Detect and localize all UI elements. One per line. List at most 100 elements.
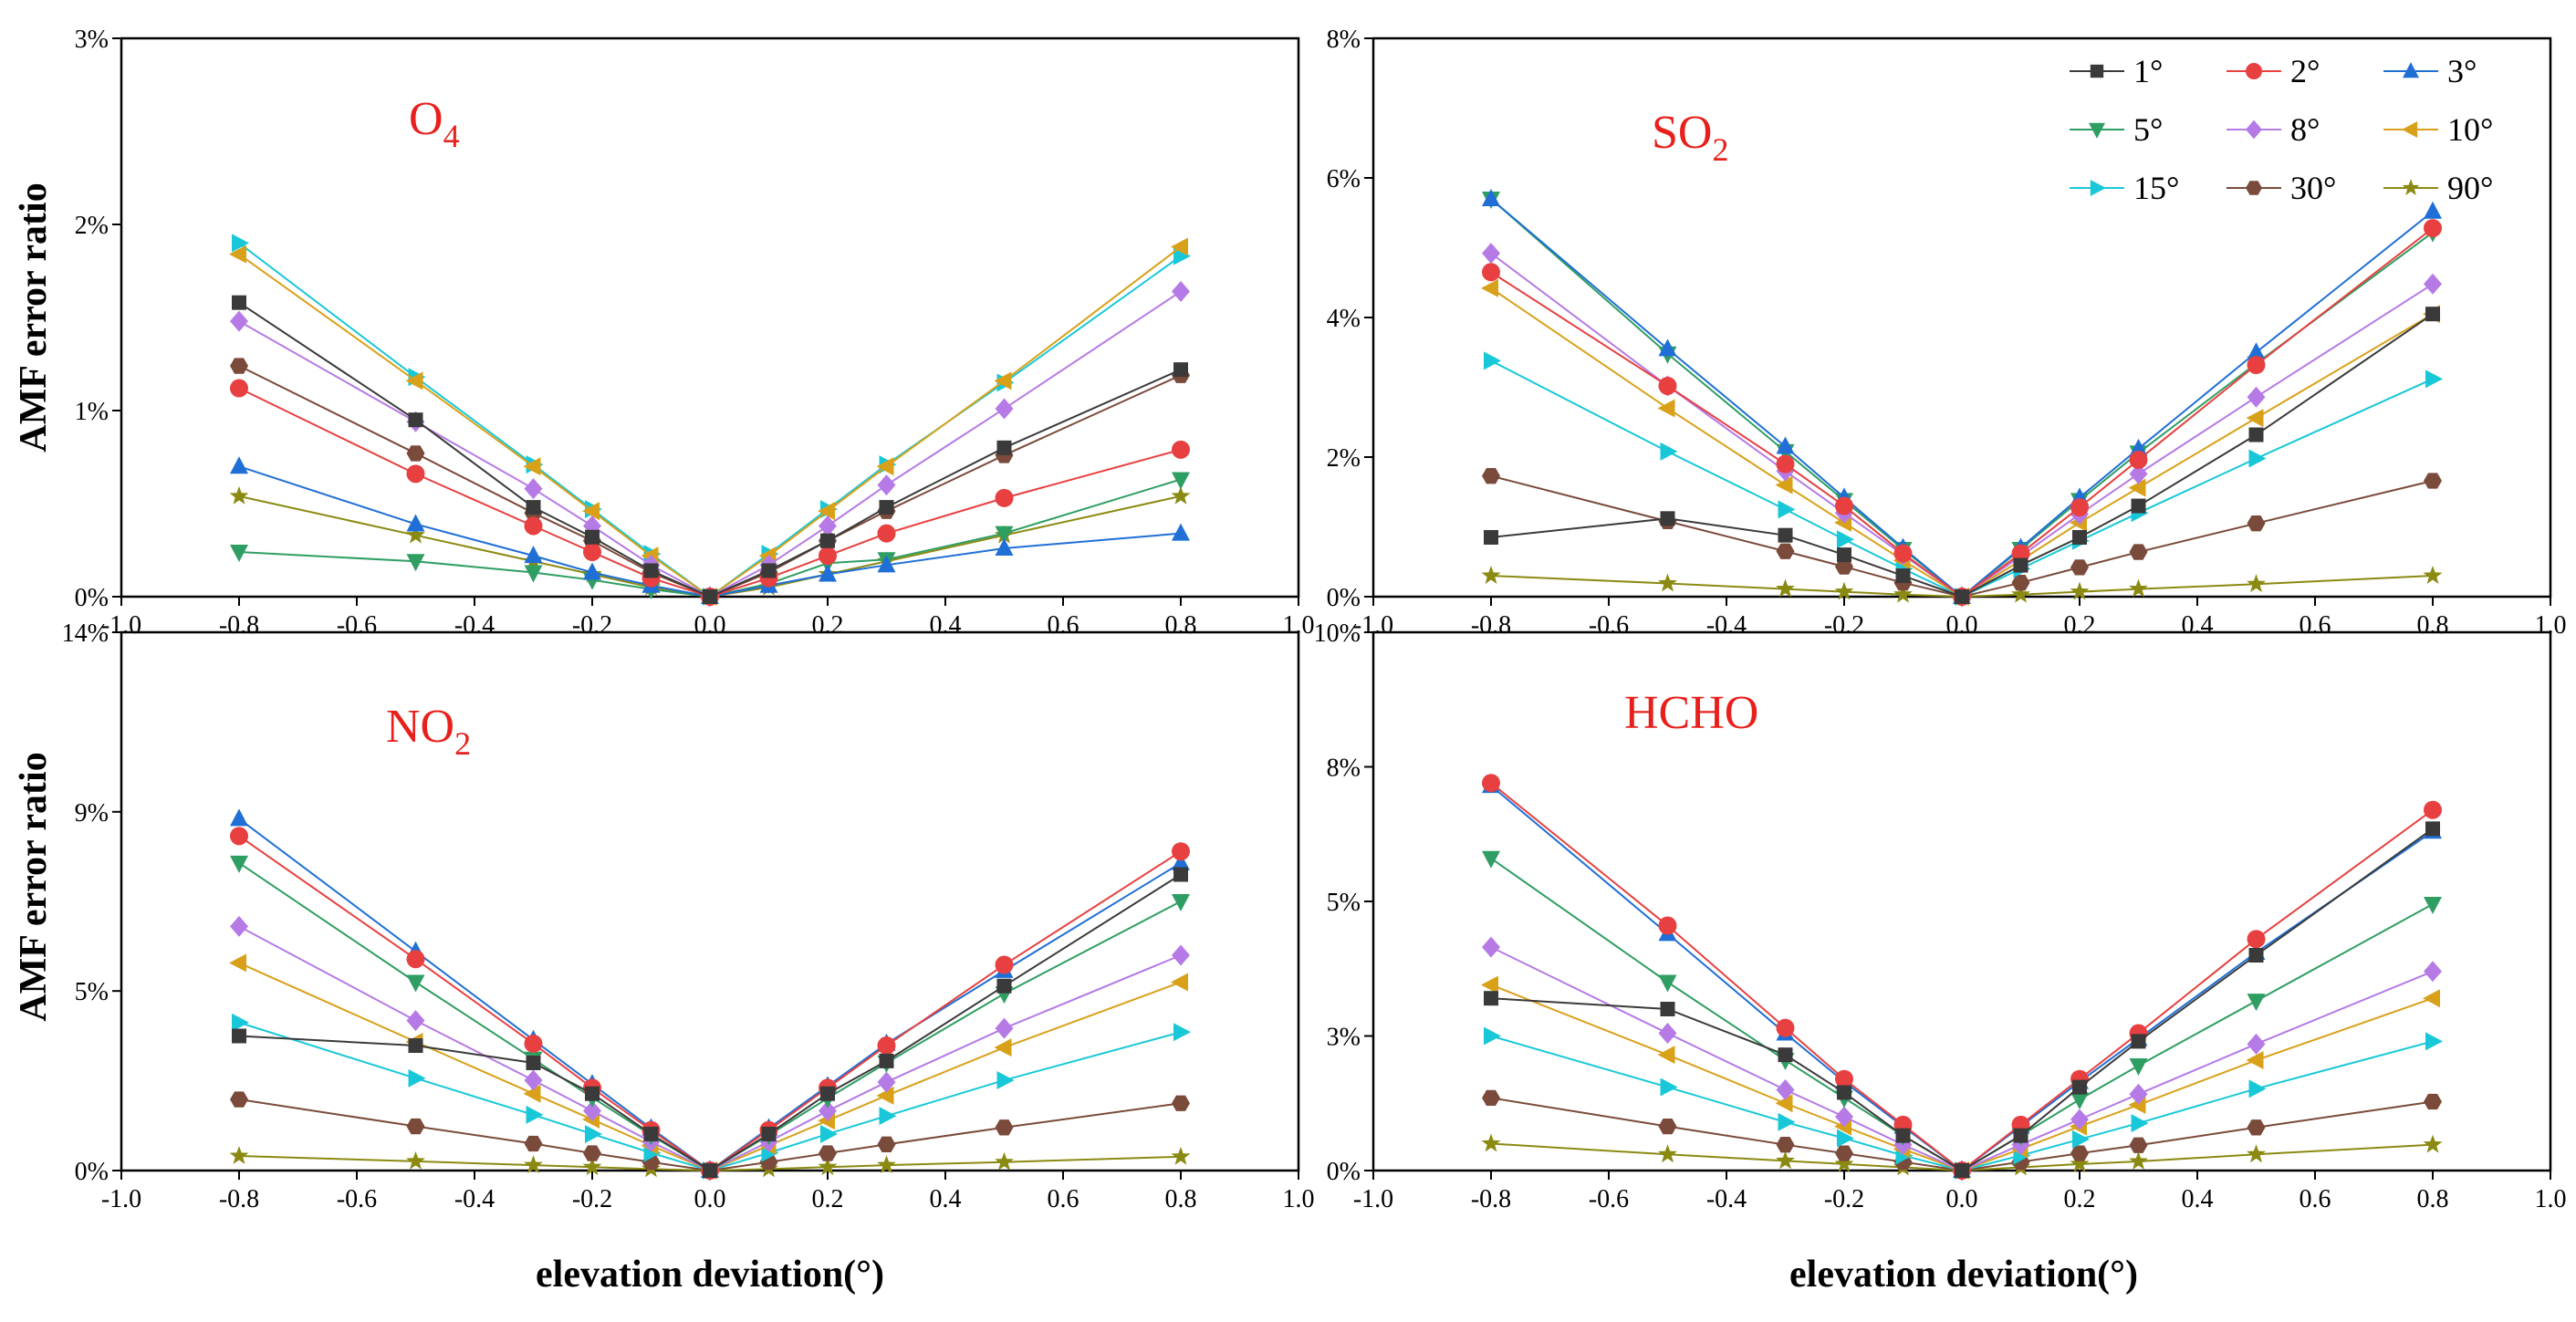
legend-swatch-marker: [2246, 181, 2262, 195]
data-point: [585, 529, 600, 545]
x-tick-label-no2: -0.4: [454, 1185, 495, 1213]
data-point: [1172, 472, 1190, 490]
data-point: [524, 565, 543, 583]
data-point: [995, 1119, 1014, 1136]
series-no2: [232, 867, 1188, 1178]
x-tick-label-no2: 1.0: [1283, 1185, 1315, 1213]
data-point: [1482, 243, 1500, 265]
data-point: [994, 371, 1012, 390]
data-point: [1893, 584, 1913, 603]
series-line: [1490, 252, 2434, 599]
series-line: [238, 290, 1182, 599]
x-tick-label-so2: 0.6: [2300, 611, 2331, 640]
x-axis-title-right: elevation deviation(°): [1789, 1254, 2138, 1296]
data-point: [524, 546, 543, 564]
series-line: [238, 245, 1182, 599]
data-point: [995, 488, 1014, 507]
data-point: [1775, 475, 1793, 494]
legend-label: 30°: [2290, 170, 2336, 206]
series-line: [238, 242, 1182, 599]
data-point: [2129, 463, 2148, 484]
data-point: [1481, 975, 1498, 994]
data-point: [820, 1124, 838, 1143]
data-point: [2424, 896, 2442, 914]
data-point: [1173, 867, 1188, 882]
data-point: [408, 412, 423, 428]
data-point: [583, 562, 601, 580]
x-tick-label-hcho: -0.2: [1824, 1185, 1864, 1213]
x-tick-label-hcho: -0.4: [1706, 1185, 1747, 1213]
data-point: [230, 1091, 248, 1108]
data-point: [819, 564, 837, 582]
data-point: [1895, 1128, 1911, 1143]
series-hcho: [1482, 776, 2442, 1178]
data-point: [820, 1086, 835, 1101]
data-point: [1776, 1079, 1795, 1100]
x-tick-label-hcho: 0.8: [2417, 1185, 2449, 1213]
data-point: [1657, 1046, 1675, 1065]
data-point: [1172, 894, 1190, 911]
series-no2: [229, 953, 1188, 1180]
series-line: [238, 387, 1182, 599]
data-point: [2248, 427, 2264, 442]
data-point: [2129, 438, 2148, 456]
series-hcho: [1484, 821, 2440, 1178]
data-point: [1837, 1129, 1854, 1148]
data-point: [995, 955, 1014, 974]
data-point: [1484, 529, 1498, 545]
x-tick-label-hcho: 0.6: [2300, 1185, 2331, 1213]
data-point: [2070, 1109, 2089, 1130]
panel-no2: -1.0 -0.8 -0.6 -0.4 -0.2 0.0 0.2 0.4 0.6 0.8 1.0 0%…: [62, 619, 1315, 1213]
data-point: [2129, 544, 2148, 560]
data-point: [2129, 1057, 2148, 1076]
panel-title-hcho: HCHO: [1624, 687, 1758, 739]
x-tick-label-hcho: 1.0: [2535, 1185, 2567, 1213]
data-point: [524, 1155, 543, 1173]
legend-item: 15°: [2070, 170, 2179, 206]
data-point: [2423, 989, 2440, 1008]
data-point: [1835, 496, 1853, 515]
x-tick-label-no2: 0.8: [1165, 1185, 1197, 1213]
data-point: [877, 524, 896, 543]
data-point: [1776, 1137, 1795, 1153]
data-point: [582, 502, 600, 521]
data-point: [406, 950, 425, 969]
panel-title-main: NO: [386, 701, 454, 753]
series-line: [1490, 782, 2434, 1172]
x-tick-label-o4: 0.8: [1165, 611, 1197, 640]
data-point: [1837, 1085, 1851, 1100]
data-point: [232, 295, 246, 310]
x-tick-label-so2: -0.2: [1824, 611, 1864, 640]
data-point: [406, 514, 425, 532]
data-point: [1835, 558, 1853, 575]
panel-hcho: -1.0 -0.8 -0.6 -0.4 -0.2 0.0 0.2 0.4 0.6 0.8 1.0 0%…: [1314, 619, 2567, 1213]
y-tick-label-so2: 0%: [1327, 584, 1361, 612]
data-point: [1778, 500, 1796, 519]
panel-title-subscript: 4: [443, 118, 460, 154]
series-hcho: [1482, 936, 2442, 1181]
panel-title-subscript: 2: [454, 725, 471, 762]
data-point: [2013, 557, 2028, 573]
data-point: [230, 808, 248, 827]
legend-label: 8°: [2290, 111, 2320, 148]
y-tick-label-no2: 14%: [62, 619, 109, 648]
x-tick-label-o4: -0.2: [572, 611, 612, 640]
data-point: [585, 1086, 600, 1101]
legend: 1° 2° 3° 5° 8° 10° 15° 30° 90°: [2070, 53, 2493, 206]
data-point: [996, 440, 1012, 455]
x-tick-label-hcho: 0.2: [2064, 1185, 2096, 1213]
data-point: [1775, 1094, 1793, 1113]
data-point: [2070, 559, 2089, 576]
y-tick-label-o4: 3%: [75, 26, 109, 54]
data-point: [1658, 376, 1677, 395]
x-tick-label-no2: 0.2: [812, 1185, 844, 1213]
legend-swatch-marker: [2246, 120, 2262, 140]
x-tick-label-hcho: 0.4: [2182, 1185, 2214, 1213]
series-o4: [232, 295, 1188, 604]
data-point: [1172, 852, 1190, 870]
data-point: [1660, 511, 1675, 526]
x-tick-label-so2: 0.8: [2417, 611, 2449, 640]
y-tick-label-no2: 5%: [75, 978, 109, 1006]
data-point: [1776, 1018, 1795, 1037]
